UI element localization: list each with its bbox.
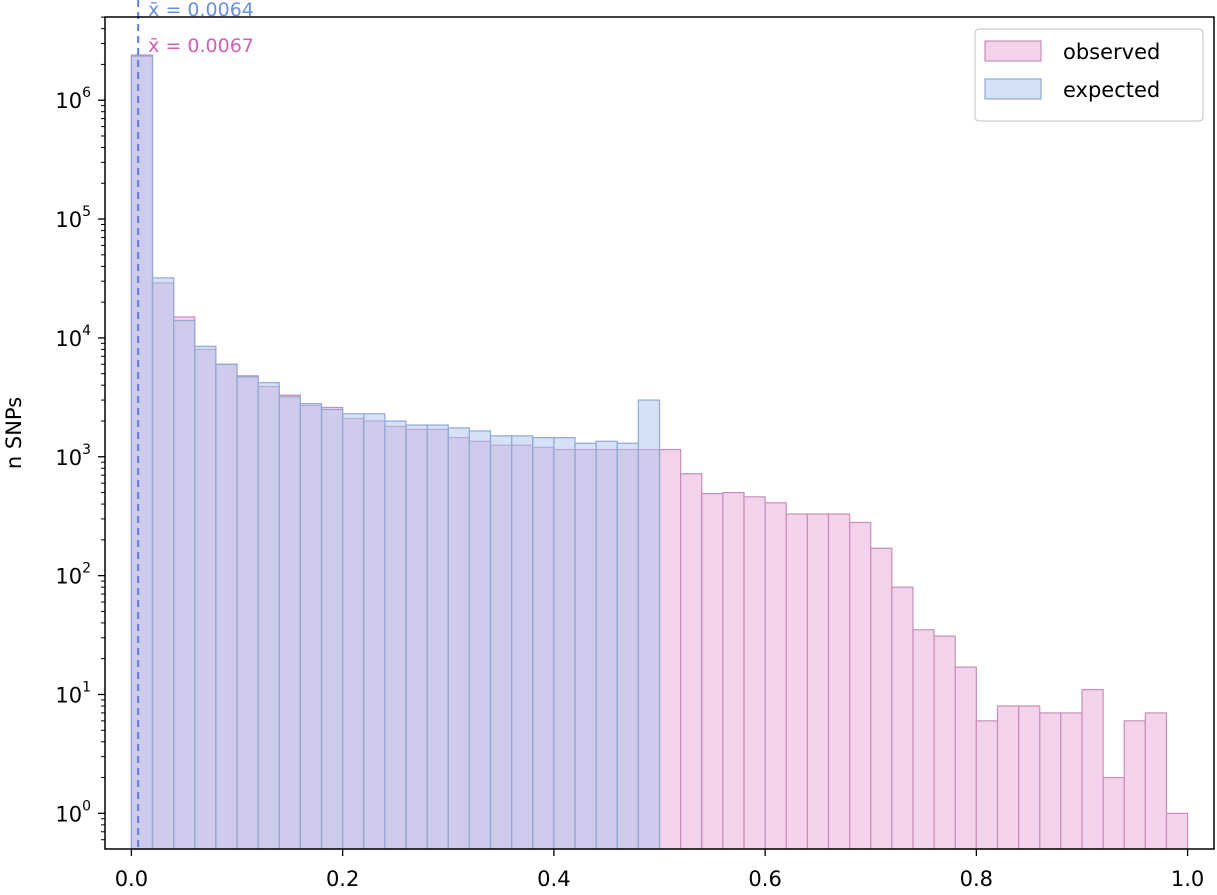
bar-observed — [975, 720, 999, 850]
bar-observed — [1144, 712, 1168, 850]
legend-swatch-expected — [984, 78, 1042, 100]
bar-expected — [553, 436, 576, 850]
bar-observed — [743, 496, 766, 850]
y-tick-label: 103 — [55, 442, 91, 470]
y-axis: 100 101 102 103 104 105 106 — [55, 16, 105, 841]
bar-expected — [489, 435, 513, 850]
y-tick-label: 100 — [55, 798, 91, 826]
bar-expected — [384, 420, 407, 850]
plot-frame — [104, 16, 1215, 850]
bar-expected — [447, 427, 470, 850]
bar-observed — [1102, 776, 1125, 850]
legend: observed expected — [974, 28, 1204, 122]
bar-expected — [363, 413, 386, 850]
bar-observed — [1123, 720, 1146, 850]
bar-expected — [299, 403, 323, 850]
y-tick-label: 106 — [55, 85, 91, 113]
mean-annotation-observed: x̄ = 0.0067 — [148, 35, 254, 57]
bar-observed — [764, 502, 787, 850]
bar-expected — [511, 435, 534, 850]
bar-expected — [637, 399, 661, 850]
bar-observed — [722, 491, 745, 850]
legend-label-observed: observed — [1063, 40, 1160, 64]
bar-observed — [933, 635, 956, 850]
bar-observed — [912, 629, 935, 850]
y-tick-label: 105 — [55, 204, 91, 232]
x-tick-label: 1.0 — [1171, 867, 1204, 891]
bar-observed — [1018, 705, 1041, 850]
bar-expected — [278, 396, 301, 850]
bar-observed — [870, 547, 893, 850]
bar-observed — [849, 521, 872, 850]
bar-expected — [574, 442, 597, 850]
x-tick-label: 0.6 — [748, 867, 781, 891]
x-axis: 0.0 0.2 0.4 0.6 0.8 1.0 — [115, 849, 1204, 891]
bar-expected — [257, 382, 280, 850]
bar-observed — [806, 513, 830, 850]
bar-expected — [194, 345, 217, 850]
legend-swatch-observed — [984, 40, 1042, 62]
mean-annotation-expected: x̄ = 0.0064 — [148, 0, 254, 21]
bar-observed — [996, 705, 1020, 850]
bar-observed — [1039, 712, 1062, 850]
bar-expected — [468, 430, 492, 850]
bar-expected — [320, 408, 344, 850]
bar-observed — [1060, 712, 1083, 850]
bar-expected — [236, 376, 259, 850]
bar-expected — [532, 436, 555, 850]
bar-observed — [891, 586, 914, 850]
bar-observed — [701, 492, 724, 850]
bar-expected — [405, 424, 428, 850]
expected-bars — [130, 55, 661, 850]
x-tick-label: 0.0 — [115, 867, 148, 891]
x-tick-label: 0.8 — [960, 867, 993, 891]
bar-observed — [954, 666, 977, 850]
legend-label-expected: expected — [1063, 78, 1160, 102]
y-tick-label: 101 — [55, 679, 91, 707]
y-tick-label: 104 — [55, 323, 91, 351]
bar-observed — [827, 513, 851, 850]
x-tick-label: 0.4 — [537, 867, 570, 891]
bar-expected — [215, 363, 238, 850]
bar-expected — [616, 442, 639, 850]
bar-expected — [173, 319, 196, 850]
y-axis-label: n SNPs — [2, 397, 26, 469]
bar-expected — [130, 55, 154, 850]
bar-expected — [342, 413, 365, 850]
bar-expected — [426, 424, 449, 850]
bar-observed — [1165, 812, 1189, 850]
y-tick-label: 102 — [55, 561, 91, 589]
bar-observed — [785, 513, 808, 850]
bar-observed — [680, 473, 703, 850]
bar-expected — [595, 440, 618, 850]
bar-observed — [658, 448, 682, 850]
bar-expected — [151, 277, 175, 850]
x-tick-label: 0.2 — [326, 867, 359, 891]
bar-observed — [1081, 688, 1104, 850]
